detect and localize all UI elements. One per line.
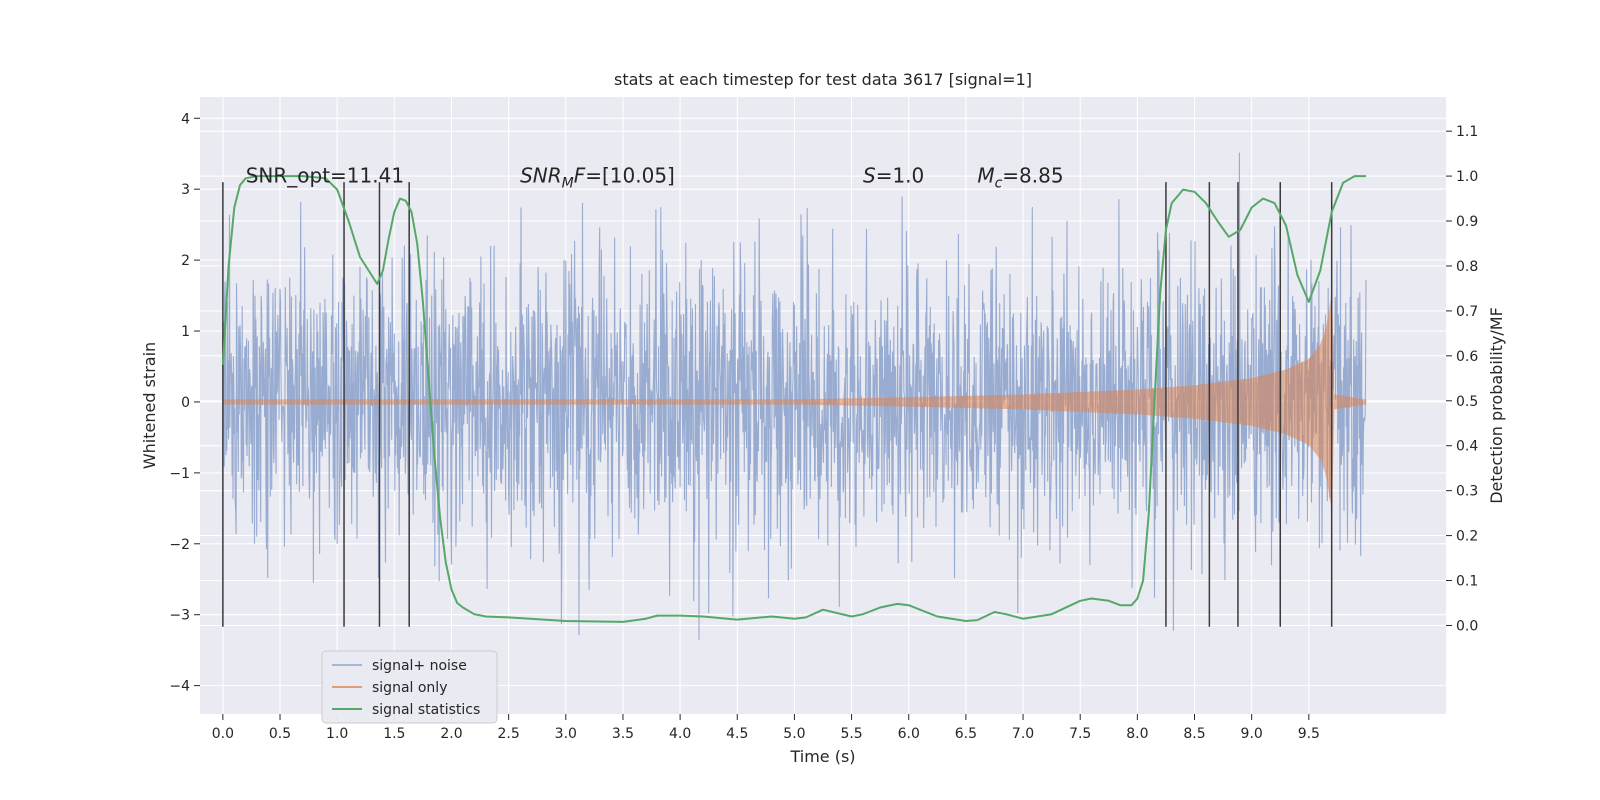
legend-box [321,650,498,724]
y-right-tick-label: 1.1 [1456,124,1478,140]
y-right-tick-label: 0.2 [1456,529,1478,545]
signal-only-series [222,295,1367,509]
y-right-tick-label: 1.0 [1456,169,1478,185]
legend-label-signal-noise: signal+ noise [372,658,467,674]
y-right-tick-label: 0.7 [1456,304,1478,320]
x-tick-label: 4.0 [669,726,691,742]
signal-only-band [222,295,1367,509]
x-tick-label: 2.0 [440,726,462,742]
x-tick-label: 5.5 [840,726,862,742]
x-tick-label: 7.0 [1012,726,1034,742]
x-tick-label: 6.0 [898,726,920,742]
signal-statistics-series [221,175,1366,623]
x-tick-label: 9.5 [1298,726,1320,742]
annotation-text: Mc=8.85 [977,164,1063,192]
chart-title: stats at each timestep for test data 361… [614,70,1032,89]
y-right-tick-label: 0.3 [1456,484,1478,500]
y-axis-left-title: Whitened strain [140,342,159,469]
legend-label-signal-only: signal only [372,680,447,696]
y-left-tick-label: −2 [169,537,190,553]
x-tick-label: 5.0 [783,726,805,742]
y-right-tick-label: 0.8 [1456,259,1478,275]
annotation-text: S=1.0 [863,164,924,188]
signal-statistics-line [221,175,1366,623]
legend: signal+ noise signal only signal statist… [321,650,498,724]
x-tick-label: 3.0 [555,726,577,742]
y-right-tick-label: 0.9 [1456,214,1478,230]
y-axis-right-title: Detection probability/MF [1487,307,1506,504]
y-left-tick-label: 3 [181,182,190,198]
y-left-tick-label: −3 [169,608,190,624]
y-right-tick-label: 0.0 [1456,618,1478,634]
x-tick-label: 8.0 [1126,726,1148,742]
y-left-tick-label: 4 [181,111,190,127]
y-left-tick-label: −4 [169,679,190,695]
x-tick-label: 1.0 [326,726,348,742]
axes: 0.0 0.5 1.0 1.5 2.0 2.5 3.0 3.5 4.0 4.5 5.0 5.5 6.0 6… [169,111,1478,742]
x-axis-title: Time (s) [789,747,855,766]
y-right-tick-label: 0.1 [1456,574,1478,590]
x-tick-label: 3.5 [612,726,634,742]
annotation-text: SNRMF=[10.05] [520,164,675,192]
x-tick-label: 1.5 [383,726,405,742]
x-tick-label: 4.5 [726,726,748,742]
y-right-tick-label: 0.5 [1456,394,1478,410]
y-left-tick-label: −1 [169,466,190,482]
y-left-tick-label: 2 [181,253,190,269]
x-tick-label: 8.5 [1183,726,1205,742]
annotation-text: SNR_opt=11.41 [246,164,404,188]
annotations: SNR_opt=11.41 SNRMF=[10.05] S=1.0 Mc=8.85 [246,164,1064,192]
x-tick-label: 6.5 [955,726,977,742]
y-left-tick-label: 1 [181,324,190,340]
y-left-tick-label: 0 [181,395,190,411]
x-tick-label: 2.5 [498,726,520,742]
x-tick-label: 9.0 [1241,726,1263,742]
legend-label-signal-statistics: signal statistics [372,702,480,718]
y-right-tick-label: 0.4 [1456,439,1478,455]
event-markers [222,182,1333,627]
x-tick-label: 0.5 [269,726,291,742]
y-right-tick-label: 0.6 [1456,349,1478,365]
x-tick-label: 7.5 [1069,726,1091,742]
x-tick-label: 0.0 [212,726,234,742]
